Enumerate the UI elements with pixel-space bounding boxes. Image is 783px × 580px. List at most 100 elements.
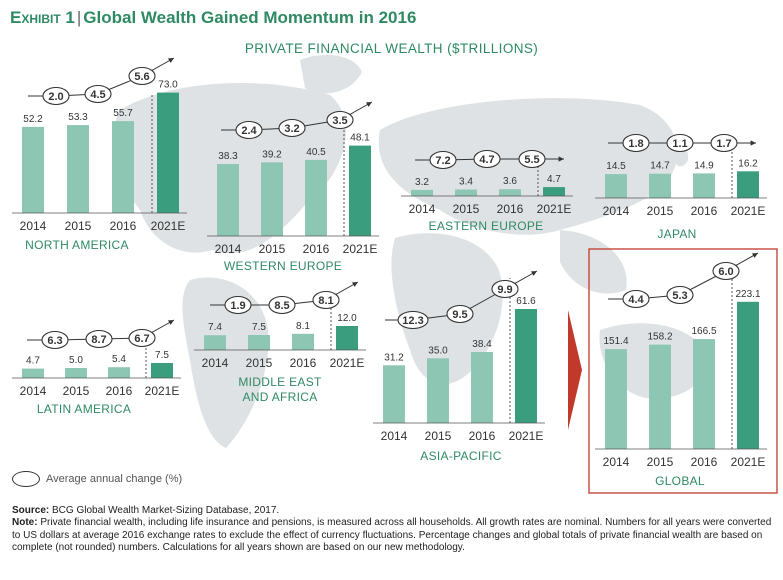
- exhibit-title: Exhibit 1 | Global Wealth Gained Momentum …: [10, 8, 416, 28]
- x-tick-label: 2016: [290, 356, 317, 370]
- bar-value-label: 5.4: [112, 354, 126, 365]
- bar-value-label: 14.7: [650, 161, 670, 172]
- region-panel: 38.3 2014 39.2 2015 40.5 2016 48.1 2021E 2.4 3.2 3…: [207, 101, 379, 273]
- bar-value-label: 7.5: [155, 350, 169, 361]
- bar-value-label: 166.5: [691, 326, 716, 337]
- change-arrowhead-icon: [366, 102, 372, 107]
- change-bubble: [128, 328, 156, 348]
- change-bubble: [473, 149, 501, 169]
- change-value: 1.9: [230, 300, 245, 312]
- bar: [305, 159, 327, 236]
- region-panel: 31.2 2014 35.0 2015 38.4 2016 61.6 2021E 12.3 9.5…: [373, 270, 545, 463]
- x-tick-label: 2015: [65, 219, 92, 233]
- region-label: LATIN AMERICA: [37, 402, 131, 416]
- change-arrowhead-icon: [750, 140, 756, 146]
- change-value: 4.7: [479, 154, 494, 166]
- x-tick-label: 2021E: [731, 455, 766, 469]
- map-landmass: [300, 54, 362, 94]
- bar: [427, 358, 449, 424]
- change-bubble: [224, 295, 252, 315]
- change-value: 1.1: [672, 138, 687, 150]
- region-label: EASTERN EUROPE: [429, 219, 544, 233]
- change-value: 4.5: [90, 89, 105, 101]
- region-label: MIDDLE EAST: [238, 375, 322, 389]
- change-bubble: [710, 133, 738, 153]
- x-tick-label: 2021E: [731, 204, 766, 218]
- x-tick-label: 2014: [20, 384, 47, 398]
- bar-value-label: 223.1: [735, 289, 760, 300]
- bar: [737, 301, 759, 449]
- change-bubble: [312, 290, 340, 310]
- bar: [737, 171, 759, 198]
- map-landmass: [391, 233, 503, 385]
- exhibit-separator: |: [76, 8, 82, 27]
- change-bubble: [41, 330, 69, 350]
- bar: [22, 126, 44, 213]
- region-label: WESTERN EUROPE: [224, 259, 342, 273]
- source-text: BCG Global Wealth Market-Sizing Database…: [52, 505, 280, 516]
- bar-value-label: 8.1: [296, 321, 310, 332]
- x-tick-label: 2016: [691, 204, 718, 218]
- change-bubble: [326, 110, 354, 130]
- region-panel: 151.4 2014 158.2 2015 166.5 2016 223.1 2021E 4.4…: [595, 252, 767, 488]
- bar: [22, 368, 44, 378]
- x-tick-label: 2015: [259, 242, 286, 256]
- bar: [649, 173, 671, 198]
- x-tick-label: 2015: [246, 356, 273, 370]
- note-label: Note:: [12, 517, 38, 529]
- bar-value-label: 38.4: [472, 339, 492, 350]
- change-bubble: [666, 133, 694, 153]
- bar-value-label: 31.2: [384, 352, 404, 363]
- x-tick-label: 2021E: [145, 384, 180, 398]
- x-tick-label: 2016: [303, 242, 330, 256]
- legend: Average annual change (%): [12, 469, 182, 489]
- change-arrowhead-icon: [531, 271, 537, 276]
- bar: [67, 125, 89, 213]
- change-value: 4.4: [628, 294, 644, 306]
- bar: [693, 339, 715, 449]
- highlight-arrow-icon: [568, 310, 582, 430]
- x-tick-label: 2021E: [537, 202, 572, 216]
- source-note: Source: BCG Global Wealth Market-Sizing …: [12, 505, 777, 555]
- bar-value-label: 35.0: [428, 345, 448, 356]
- change-value: 6.0: [718, 266, 733, 278]
- bar-value-label: 16.2: [738, 158, 758, 169]
- x-tick-label: 2021E: [509, 429, 544, 443]
- map-landmass: [560, 230, 627, 294]
- source-line: Source: BCG Global Wealth Market-Sizing …: [12, 505, 777, 517]
- change-bubble: [42, 86, 70, 106]
- bar: [248, 335, 270, 350]
- bar-value-label: 55.7: [113, 108, 133, 119]
- bar-value-label: 3.6: [503, 176, 517, 187]
- change-arrowhead-icon: [168, 58, 174, 63]
- bar: [292, 333, 314, 350]
- x-tick-label: 2021E: [151, 219, 186, 233]
- bar: [605, 174, 627, 198]
- change-value: 9.5: [452, 309, 467, 321]
- bar-value-label: 3.4: [459, 177, 473, 188]
- note-text: Private financial wealth, including life…: [12, 517, 772, 554]
- x-tick-label: 2014: [215, 242, 242, 256]
- x-tick-label: 2016: [469, 429, 496, 443]
- change-arrowhead-icon: [168, 320, 174, 325]
- bar: [649, 344, 671, 449]
- exhibit-label: Exhibit 1: [10, 8, 75, 27]
- x-tick-label: 2021E: [343, 242, 378, 256]
- bar: [383, 365, 405, 423]
- change-value: 12.3: [402, 315, 423, 327]
- region-label: JAPAN: [657, 227, 696, 241]
- change-bubble: [84, 84, 112, 104]
- x-tick-label: 2014: [409, 202, 436, 216]
- change-bubble: [268, 295, 296, 315]
- bar: [112, 121, 134, 213]
- region-panels: 52.2 2014 53.3 2015 55.7 2016 73.0 2021E 2.0 4.5 5…: [12, 57, 767, 488]
- bar: [543, 187, 565, 196]
- global-highlight-box: [588, 248, 778, 494]
- bar-value-label: 73.0: [158, 80, 178, 91]
- bar-value-label: 14.5: [606, 161, 626, 172]
- bar-value-label: 4.7: [547, 174, 561, 185]
- legend-label: Average annual change (%): [46, 473, 183, 485]
- map-landmass: [182, 277, 269, 448]
- change-bubble: [128, 66, 156, 86]
- bar-value-label: 151.4: [603, 336, 628, 347]
